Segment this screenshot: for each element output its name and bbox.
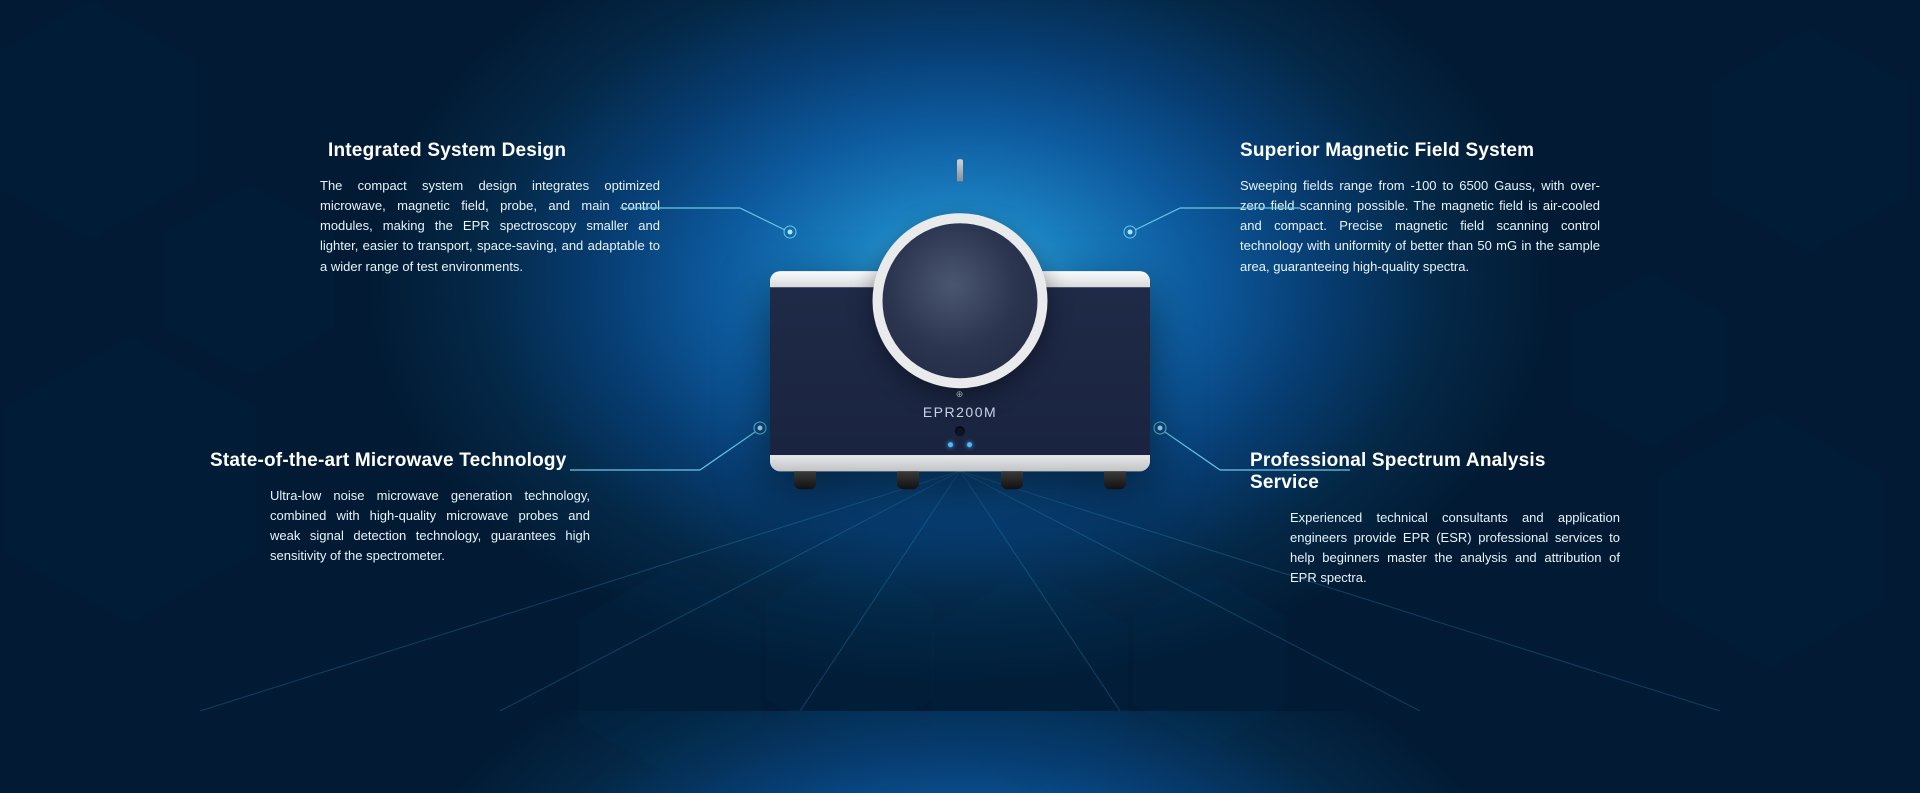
product-device: ⊕ EPR200M: [770, 231, 1150, 491]
device-brand-mark: ⊕: [923, 389, 997, 400]
feature-integrated-design: Integrated System Design The compact sys…: [320, 140, 660, 277]
device-port-icon: [955, 426, 965, 436]
feature-title: Superior Magnetic Field System: [1240, 140, 1600, 162]
feature-body: Ultra-low noise microwave generation tec…: [270, 486, 590, 567]
feature-title: Integrated System Design: [320, 140, 660, 162]
feature-analysis-service: Professional Spectrum Analysis Service E…: [1290, 450, 1620, 589]
feature-magnetic-field: Superior Magnetic Field System Sweeping …: [1240, 140, 1600, 277]
device-model: EPR200M: [923, 404, 997, 420]
device-body: ⊕ EPR200M: [770, 271, 1150, 471]
feature-body: The compact system design integrates opt…: [320, 176, 660, 277]
feature-title: State-of-the-art Microwave Technology: [210, 450, 590, 472]
feature-body: Sweeping fields range from -100 to 6500 …: [1240, 176, 1600, 277]
device-feet: [770, 471, 1150, 489]
device-sample-port: [873, 213, 1048, 388]
device-status-leds: [948, 442, 972, 447]
feature-title: Professional Spectrum Analysis Service: [1250, 450, 1620, 494]
device-probe: [957, 159, 963, 181]
device-label: ⊕ EPR200M: [923, 389, 997, 436]
feature-microwave-tech: State-of-the-art Microwave Technology Ul…: [270, 450, 590, 567]
feature-body: Experienced technical consultants and ap…: [1290, 508, 1620, 589]
